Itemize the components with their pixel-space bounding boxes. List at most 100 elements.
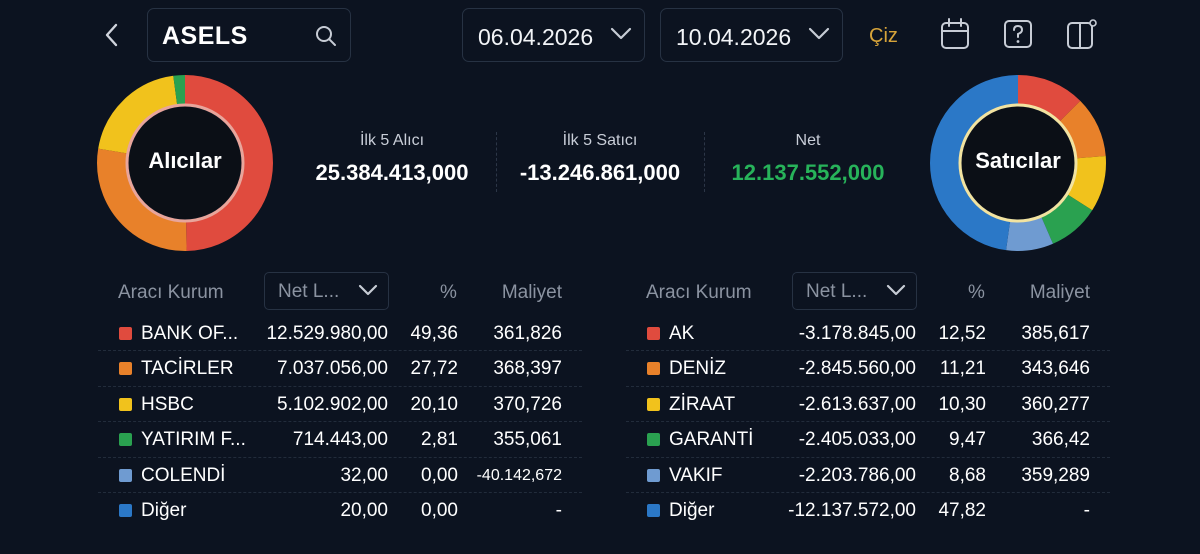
end-date-select[interactable]: 10.04.2026 bbox=[660, 8, 843, 62]
net-lot: -2.845.560,00 bbox=[798, 358, 916, 380]
legend-swatch bbox=[119, 397, 132, 411]
legend-swatch bbox=[119, 362, 132, 376]
broker-name: BANK OF... bbox=[141, 323, 239, 344]
legend-swatch bbox=[647, 362, 660, 376]
table-row[interactable]: COLENDİ 32,00 0,00 -40.142,672 bbox=[98, 458, 582, 493]
broker-name: VAKIF bbox=[669, 464, 723, 486]
cost: 366,42 bbox=[1031, 429, 1090, 451]
cost: 385,617 bbox=[1021, 323, 1090, 344]
symbol-search-field[interactable]: ASELS bbox=[147, 8, 351, 62]
net-lot: -3.178.845,00 bbox=[798, 323, 916, 344]
broker-name: HSBC bbox=[141, 393, 194, 415]
search-icon[interactable] bbox=[314, 24, 338, 48]
cost: 368,397 bbox=[493, 358, 562, 380]
percent: 49,36 bbox=[410, 323, 458, 344]
back-button[interactable] bbox=[100, 20, 124, 50]
net-lot: -2.203.786,00 bbox=[798, 464, 916, 486]
chevron-down-icon bbox=[886, 284, 906, 296]
net-lot: 5.102.902,00 bbox=[277, 393, 388, 415]
start-date-value: 06.04.2026 bbox=[478, 24, 594, 50]
legend-swatch bbox=[119, 433, 132, 447]
calendar-button[interactable] bbox=[940, 18, 972, 52]
table-row[interactable]: TACİRLER 7.037.056,00 27,72 368,397 bbox=[98, 351, 582, 387]
table-row[interactable]: ZİRAAT -2.613.637,00 10,30 360,277 bbox=[626, 387, 1110, 423]
table-header: Aracı Kurum Net L... % Maliyet bbox=[98, 272, 582, 312]
sort-select[interactable]: Net L... bbox=[264, 272, 389, 310]
percent: 0,00 bbox=[421, 499, 458, 521]
buyers-donut-chart bbox=[97, 75, 273, 251]
net-lot: -2.405.033,00 bbox=[798, 429, 916, 451]
buyers-donut[interactable]: Alıcılar bbox=[94, 72, 276, 254]
broker-name: AK bbox=[669, 323, 695, 344]
cost: 360,277 bbox=[1021, 393, 1090, 415]
cost: - bbox=[555, 499, 562, 521]
percent: 12,52 bbox=[938, 323, 986, 344]
column-header-kurum: Aracı Kurum bbox=[646, 282, 752, 303]
broker-name: TACİRLER bbox=[141, 358, 234, 380]
broker-name: COLENDİ bbox=[141, 464, 226, 486]
cost: 361,826 bbox=[493, 323, 562, 344]
table-row[interactable]: BANK OF... 12.529.980,00 49,36 361,826 bbox=[98, 316, 582, 352]
question-icon bbox=[1004, 20, 1032, 48]
legend-swatch bbox=[647, 327, 660, 340]
table-row[interactable]: GARANTİ -2.405.033,00 9,47 366,42 bbox=[626, 422, 1110, 458]
chevron-down-icon bbox=[610, 27, 632, 40]
sellers-table: Aracı Kurum Net L... % Maliyet AK -3.178… bbox=[626, 272, 1110, 528]
cost: 343,646 bbox=[1021, 358, 1090, 380]
draw-button[interactable]: Çiz bbox=[869, 25, 898, 47]
net-lot: 7.037.056,00 bbox=[277, 358, 388, 380]
cost: 370,726 bbox=[493, 393, 562, 415]
legend-swatch bbox=[119, 503, 132, 517]
percent: 20,10 bbox=[410, 393, 458, 415]
chevron-down-icon bbox=[808, 27, 830, 40]
net-lot: 12.529.980,00 bbox=[266, 323, 388, 344]
end-date-value: 10.04.2026 bbox=[676, 24, 792, 50]
layout-button[interactable] bbox=[1066, 18, 1098, 52]
table-row[interactable]: YATIRIM F... 714.443,00 2,81 355,061 bbox=[98, 422, 582, 458]
percent: 27,72 bbox=[410, 358, 458, 380]
top5-buyers-label: İlk 5 Alıcı bbox=[359, 132, 425, 149]
legend-swatch bbox=[647, 433, 660, 447]
legend-swatch bbox=[647, 468, 660, 482]
sellers-donut-chart bbox=[930, 75, 1106, 251]
sort-select-value: Net L... bbox=[278, 281, 340, 302]
net-lot: -2.613.637,00 bbox=[798, 393, 916, 415]
column-header-kurum: Aracı Kurum bbox=[118, 282, 224, 303]
broker-name: DENİZ bbox=[669, 358, 726, 380]
broker-name: YATIRIM F... bbox=[141, 429, 246, 451]
broker-name: Diğer bbox=[141, 499, 187, 521]
percent: 2,81 bbox=[421, 429, 458, 451]
broker-name: Diğer bbox=[669, 499, 715, 521]
top5-buyers-stat: İlk 5 Alıcı 25.384.413,000 bbox=[292, 132, 492, 186]
sort-select[interactable]: Net L... bbox=[792, 272, 917, 310]
table-row[interactable]: HSBC 5.102.902,00 20,10 370,726 bbox=[98, 387, 582, 423]
top5-sellers-label: İlk 5 Satıcı bbox=[562, 132, 638, 149]
chevron-down-icon bbox=[358, 284, 378, 296]
symbol-value: ASELS bbox=[162, 22, 248, 50]
net-lot: 20,00 bbox=[340, 499, 388, 521]
top5-sellers-stat: İlk 5 Satıcı -13.246.861,000 bbox=[498, 132, 702, 186]
table-row[interactable]: DENİZ -2.845.560,00 11,21 343,646 bbox=[626, 351, 1110, 387]
percent: 10,30 bbox=[938, 393, 986, 415]
net-value: 12.137.552,000 bbox=[731, 160, 885, 185]
buyers-label: Alıcılar bbox=[148, 148, 222, 173]
sort-select-value: Net L... bbox=[806, 281, 868, 302]
start-date-select[interactable]: 06.04.2026 bbox=[462, 8, 645, 62]
table-header: Aracı Kurum Net L... % Maliyet bbox=[626, 272, 1110, 312]
panel-layout-icon bbox=[1067, 19, 1097, 49]
net-lot: -12.137.572,00 bbox=[788, 499, 916, 521]
broker-name: ZİRAAT bbox=[669, 393, 736, 415]
sellers-donut[interactable]: Satıcılar bbox=[927, 72, 1109, 254]
percent: 11,21 bbox=[939, 358, 986, 380]
help-button[interactable] bbox=[1003, 18, 1035, 52]
legend-swatch bbox=[647, 397, 660, 411]
net-stat: Net 12.137.552,000 bbox=[706, 132, 910, 186]
table-row[interactable]: AK -3.178.845,00 12,52 385,617 bbox=[626, 316, 1110, 352]
divider bbox=[496, 132, 497, 192]
cost: -40.142,672 bbox=[476, 466, 562, 484]
table-row[interactable]: VAKIF -2.203.786,00 8,68 359,289 bbox=[626, 458, 1110, 493]
percent: 0,00 bbox=[421, 464, 458, 486]
table-row[interactable]: Diğer 20,00 0,00 - bbox=[98, 493, 582, 528]
buyers-table: Aracı Kurum Net L... % Maliyet BANK OF..… bbox=[98, 272, 582, 528]
table-row[interactable]: Diğer -12.137.572,00 47,82 - bbox=[626, 493, 1110, 528]
